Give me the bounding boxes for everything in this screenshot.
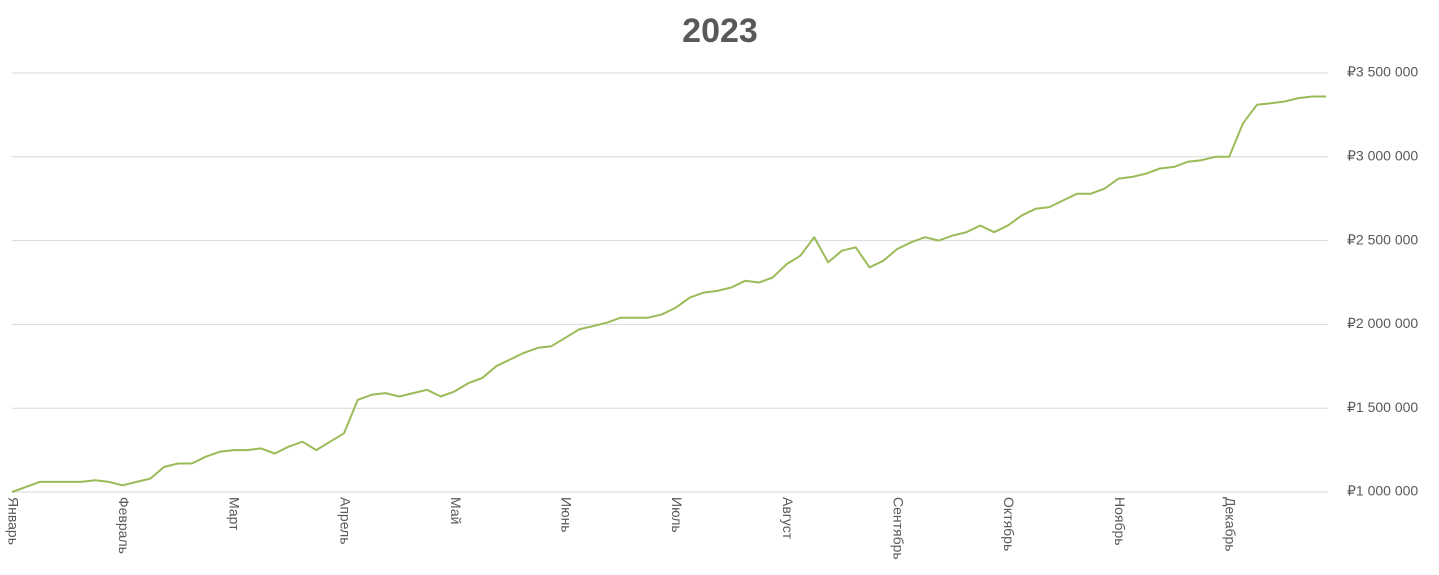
- x-tick-label: Апрель: [337, 497, 353, 545]
- x-tick-label: Май: [448, 497, 464, 524]
- y-tick-label: ₽1 000 000: [1347, 483, 1418, 499]
- y-tick-label: ₽1 500 000: [1347, 399, 1418, 415]
- x-tick-label: Июнь: [559, 497, 575, 533]
- x-tick-label: Ноябрь: [1112, 497, 1128, 546]
- x-tick-label: Март: [227, 497, 243, 531]
- y-tick-label: ₽2 000 000: [1347, 315, 1418, 331]
- y-tick-label: ₽3 000 000: [1347, 148, 1418, 164]
- x-tick-label: Январь: [5, 497, 21, 545]
- chart-title: 2023: [682, 12, 758, 50]
- x-tick-label: Сентябрь: [891, 497, 907, 560]
- x-tick-label: Октябрь: [1001, 497, 1017, 551]
- x-tick-label: Июль: [669, 497, 685, 533]
- y-tick-label: ₽3 500 000: [1347, 64, 1418, 80]
- x-tick-label: Декабрь: [1222, 497, 1238, 552]
- x-tick-label: Февраль: [116, 497, 132, 554]
- line: [11, 95, 1326, 493]
- x-tick-label: Август: [780, 497, 796, 540]
- y-tick-label: ₽2 500 000: [1347, 231, 1418, 247]
